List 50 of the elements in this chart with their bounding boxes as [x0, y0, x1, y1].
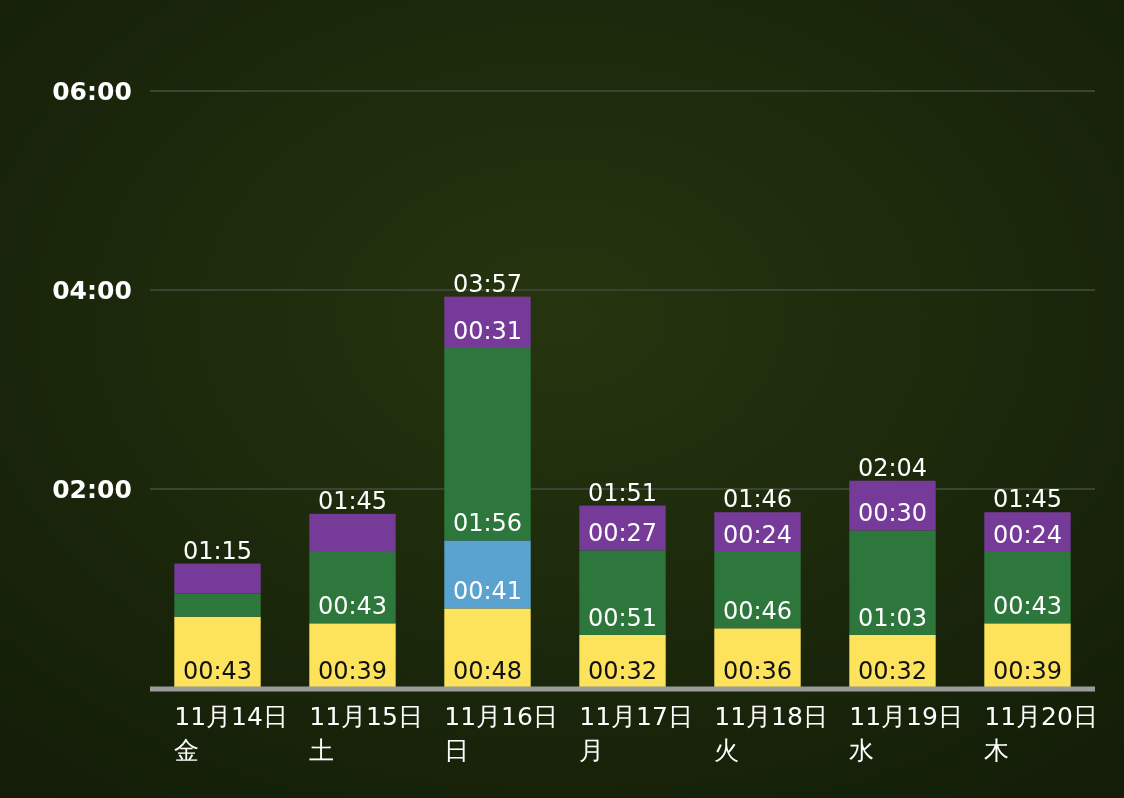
- data-label: 00:24: [992, 521, 1063, 550]
- bar: [444, 348, 531, 541]
- data-label: 00:36: [722, 657, 793, 685]
- x-tick-label: 11月20日木: [984, 701, 1099, 767]
- data-label: 00:51: [587, 603, 658, 632]
- bar: [309, 513, 396, 553]
- y-tick-label: 04:00: [52, 276, 132, 305]
- x-tick-label: 11月19日水: [849, 701, 964, 767]
- total-label: 01:46: [722, 485, 793, 514]
- bar: [174, 563, 261, 594]
- data-label: 00:32: [857, 657, 928, 685]
- y-tick-label: 06:00: [52, 77, 132, 106]
- bar: [444, 540, 531, 609]
- x-tick-label: 11月15日土: [309, 701, 424, 767]
- data-label: 00:43: [182, 657, 253, 685]
- total-label: 02:04: [857, 453, 928, 482]
- bar: [714, 552, 801, 629]
- bar: [174, 616, 261, 688]
- x-tick-label: 11月17日月: [579, 701, 694, 767]
- total-label: 01:51: [587, 478, 658, 507]
- data-label: 00:24: [722, 521, 793, 550]
- data-label: 00:48: [452, 657, 523, 685]
- bar: [174, 593, 261, 617]
- bar: [984, 552, 1071, 624]
- data-label: 00:31: [452, 317, 523, 346]
- data-label: 00:43: [317, 592, 388, 621]
- total-label: 01:15: [182, 536, 253, 565]
- data-label: 00:39: [317, 657, 388, 685]
- x-tick-label: 11月14日金: [174, 701, 289, 767]
- total-label: 01:45: [317, 486, 388, 515]
- data-label: 00:39: [992, 657, 1063, 685]
- total-label: 03:57: [452, 269, 523, 298]
- data-label: 00:32: [587, 657, 658, 685]
- data-label: 00:41: [452, 577, 523, 606]
- x-tick-label: 11月16日日: [444, 701, 559, 767]
- data-label: 00:27: [587, 519, 658, 548]
- data-label: 01:03: [857, 603, 928, 632]
- x-tick-label: 11月18日火: [714, 701, 829, 767]
- bar: [309, 623, 396, 688]
- data-label: 01:56: [452, 509, 523, 538]
- bar: [309, 552, 396, 624]
- total-label: 01:45: [992, 485, 1063, 514]
- data-label: 00:46: [722, 597, 793, 626]
- data-label: 00:43: [992, 592, 1063, 621]
- bar: [444, 608, 531, 688]
- bar: [984, 623, 1071, 688]
- bar: [849, 530, 936, 635]
- y-tick-label: 02:00: [52, 475, 132, 504]
- data-label: 00:30: [857, 499, 928, 528]
- bar: [579, 550, 666, 635]
